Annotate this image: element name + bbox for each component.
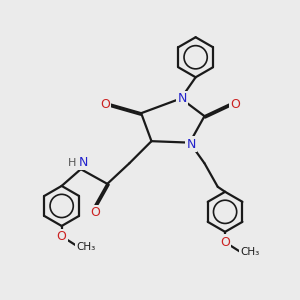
Text: O: O	[57, 230, 67, 243]
Text: O: O	[100, 98, 110, 111]
Text: H: H	[68, 158, 77, 168]
Text: CH₃: CH₃	[76, 242, 96, 252]
Text: N: N	[178, 92, 187, 105]
Text: O: O	[220, 236, 230, 249]
Text: N: N	[79, 156, 88, 169]
Text: O: O	[91, 206, 100, 219]
Text: O: O	[230, 98, 240, 111]
Text: N: N	[187, 138, 196, 151]
Text: CH₃: CH₃	[240, 248, 259, 257]
